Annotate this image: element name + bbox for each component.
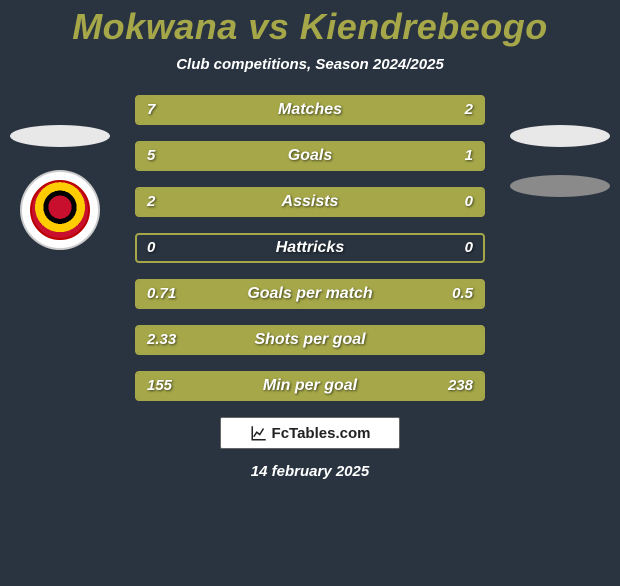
date-label: 14 february 2025: [0, 463, 620, 480]
stat-label: Goals: [137, 143, 483, 169]
stat-row: 0.71Goals per match0.5: [135, 279, 485, 309]
source-badge: FcTables.com: [220, 417, 400, 449]
player-ellipse-right-1: [510, 125, 610, 147]
subtitle: Club competitions, Season 2024/2025: [0, 56, 620, 73]
chart-area: 7Matches25Goals12Assists00Hattricks00.71…: [0, 95, 620, 401]
club-logo: [20, 170, 100, 250]
page-title: Mokwana vs Kiendrebeogo: [0, 6, 620, 48]
stat-row: 2.33Shots per goal: [135, 325, 485, 355]
player-ellipse-left: [10, 125, 110, 147]
infographic-root: Mokwana vs Kiendrebeogo Club competition…: [0, 6, 620, 480]
stat-row: 155Min per goal238: [135, 371, 485, 401]
stat-value-right: 2: [465, 97, 473, 123]
stat-value-right: 0.5: [452, 281, 473, 307]
stat-label: Hattricks: [137, 235, 483, 261]
stat-label: Min per goal: [137, 373, 483, 399]
stat-value-right: 0: [465, 189, 473, 215]
stat-label: Shots per goal: [137, 327, 483, 353]
stat-row: 5Goals1: [135, 141, 485, 171]
stat-row: 0Hattricks0: [135, 233, 485, 263]
stat-row: 2Assists0: [135, 187, 485, 217]
source-label: FcTables.com: [272, 425, 371, 442]
chart-icon: [250, 424, 268, 442]
stat-bars: 7Matches25Goals12Assists00Hattricks00.71…: [135, 95, 485, 401]
stat-row: 7Matches2: [135, 95, 485, 125]
stat-value-right: 0: [465, 235, 473, 261]
stat-label: Matches: [137, 97, 483, 123]
stat-label: Assists: [137, 189, 483, 215]
club-logo-inner: [30, 180, 90, 240]
stat-label: Goals per match: [137, 281, 483, 307]
stat-value-right: 238: [448, 373, 473, 399]
stat-value-right: 1: [465, 143, 473, 169]
player-ellipse-right-2: [510, 175, 610, 197]
